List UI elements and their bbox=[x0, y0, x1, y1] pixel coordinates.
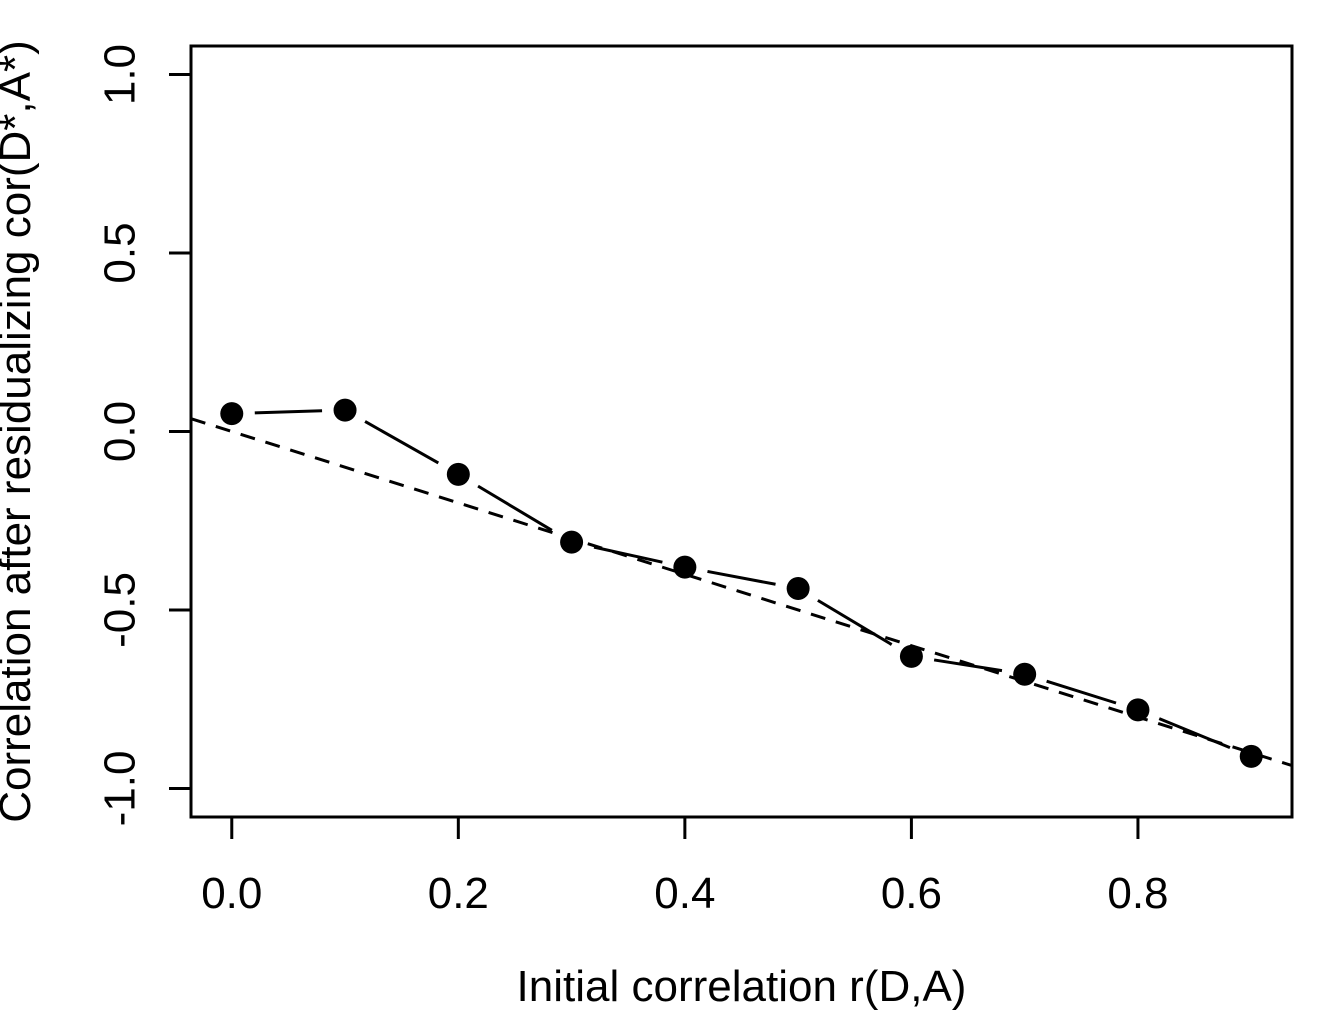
data-point bbox=[560, 530, 584, 554]
series-line-segment bbox=[817, 599, 893, 646]
reference-line bbox=[190, 417, 1293, 768]
series-line-segment bbox=[364, 420, 440, 465]
x-tick-label: 0.8 bbox=[1107, 869, 1168, 918]
plot-frame-layer bbox=[189, 44, 1294, 819]
data-point bbox=[1126, 698, 1150, 722]
x-tick-label: 0.4 bbox=[654, 869, 715, 918]
data-point bbox=[786, 577, 810, 601]
y-axis-label: Correlation after residualizing cor(D*,A… bbox=[0, 40, 40, 823]
data-point bbox=[333, 398, 357, 422]
y-tick-label: 1.0 bbox=[95, 44, 144, 105]
data-point bbox=[446, 462, 470, 486]
y-tick-label: 0.5 bbox=[95, 222, 144, 283]
y-tick-label: -1.0 bbox=[95, 751, 144, 827]
data-points-layer bbox=[220, 398, 1263, 768]
series-line-segment bbox=[1158, 717, 1231, 749]
series-layer bbox=[254, 409, 1231, 749]
y-tick-label: 0.0 bbox=[95, 401, 144, 462]
x-axis-label: Initial correlation r(D,A) bbox=[517, 962, 967, 1011]
reference-line-layer bbox=[190, 417, 1293, 768]
data-point bbox=[899, 644, 923, 668]
series-line-segment bbox=[1046, 679, 1117, 705]
series-line-segment bbox=[477, 484, 553, 532]
series-line-segment bbox=[254, 409, 323, 415]
data-point bbox=[673, 555, 697, 579]
series-line-segment bbox=[933, 658, 1003, 673]
data-point bbox=[220, 402, 244, 426]
x-tick-label: 0.6 bbox=[881, 869, 942, 918]
x-tick-label: 0.2 bbox=[428, 869, 489, 918]
series-line-segment bbox=[707, 569, 776, 586]
y-tick-label: -0.5 bbox=[95, 572, 144, 648]
series-line-segment bbox=[593, 545, 663, 564]
x-tick-label: 0.0 bbox=[201, 869, 262, 918]
data-point bbox=[1013, 662, 1037, 686]
plot-box bbox=[189, 44, 1294, 819]
axis-ticks-layer bbox=[169, 73, 1140, 839]
tick-labels-layer: 0.0 0.2 0.4 0.6 0.8 -1.0 -0.5 0.0 0.5 1.0 bbox=[95, 44, 1168, 918]
data-point bbox=[1239, 744, 1263, 768]
